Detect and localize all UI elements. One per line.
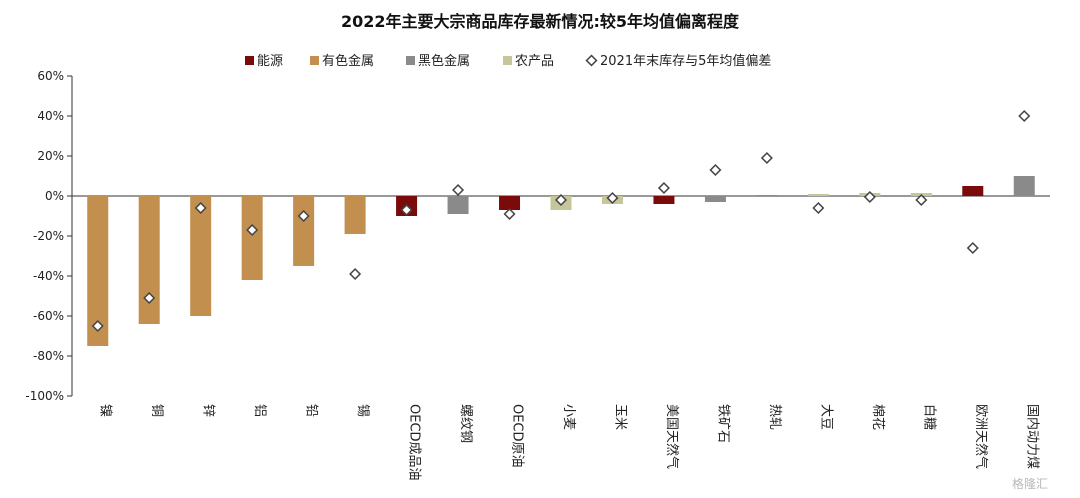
category-label: 美国天然气 bbox=[664, 404, 680, 469]
category-label: 铁矿石 bbox=[715, 404, 730, 443]
category-label: 锌 bbox=[201, 404, 216, 417]
bar bbox=[704, 196, 726, 202]
bar bbox=[499, 196, 521, 210]
bar bbox=[293, 196, 315, 266]
diamond-marker bbox=[1018, 109, 1031, 123]
chart-title: 2022年主要大宗商品库存最新情况:较5年均值偏离程度 bbox=[341, 12, 740, 31]
category-label: 铝 bbox=[252, 404, 267, 417]
diamond-marker bbox=[503, 207, 516, 221]
category-label: 国内动力煤 bbox=[1024, 404, 1040, 469]
category-label: OECD成品油 bbox=[407, 404, 422, 481]
diamond-marker bbox=[143, 291, 156, 305]
category-label: 螺纹钢 bbox=[458, 404, 473, 443]
legend-label: 农产品 bbox=[515, 54, 554, 69]
legend-label: 能源 bbox=[257, 54, 283, 69]
bar bbox=[447, 196, 469, 214]
diamond-marker bbox=[400, 203, 413, 217]
y-tick-label: -100% bbox=[25, 389, 64, 403]
bar-series bbox=[87, 176, 1035, 346]
watermark-text: 格隆汇 bbox=[1012, 476, 1048, 491]
category-label: 铜 bbox=[149, 404, 164, 417]
legend-swatch bbox=[406, 56, 415, 65]
category-labels: 镍 铜 锌 铝 铅 锡 OECD成品油 螺纹钢 OECD原油 小麦 玉米 美国天然气 铁矿石 热轧 大豆 棉花… bbox=[98, 404, 1041, 481]
bar bbox=[344, 196, 366, 234]
legend-swatch bbox=[503, 56, 512, 65]
diamond-series bbox=[91, 109, 1031, 333]
bar bbox=[190, 196, 212, 316]
y-tick-label: 0% bbox=[45, 189, 64, 203]
category-label: 白糖 bbox=[921, 404, 937, 430]
legend-label: 黑色金属 bbox=[418, 53, 470, 69]
legend-swatch bbox=[585, 54, 598, 67]
bar bbox=[241, 196, 263, 280]
diamond-marker bbox=[452, 183, 465, 197]
legend-label: 2021年末库存与5年均值偏差 bbox=[600, 53, 771, 69]
bar bbox=[653, 196, 675, 204]
diamond-marker bbox=[246, 223, 259, 237]
category-label: 锡 bbox=[355, 404, 370, 417]
chart-axes: 60% 40% 20% 0% -20% -40% -60% -80% -100% bbox=[25, 69, 1050, 403]
category-label: 镍 bbox=[98, 404, 113, 417]
diamond-marker bbox=[863, 190, 876, 204]
y-tick-label: 20% bbox=[37, 149, 64, 163]
diamond-marker bbox=[297, 209, 310, 223]
bar bbox=[756, 195, 778, 196]
category-label: OECD原油 bbox=[510, 404, 525, 468]
category-label: 玉米 bbox=[612, 404, 627, 430]
bar bbox=[138, 196, 160, 324]
diamond-marker bbox=[760, 151, 773, 165]
diamond-marker bbox=[657, 181, 670, 195]
bar bbox=[87, 196, 109, 346]
legend-swatch bbox=[245, 56, 254, 65]
legend-label: 有色金属 bbox=[322, 53, 374, 69]
diamond-marker bbox=[966, 241, 979, 255]
diamond-marker bbox=[91, 319, 104, 333]
y-tick-label: 60% bbox=[37, 69, 64, 83]
y-tick-label: -40% bbox=[33, 269, 64, 283]
category-label: 热轧 bbox=[767, 404, 782, 430]
category-label: 小麦 bbox=[561, 404, 576, 430]
bar bbox=[807, 194, 829, 196]
diamond-marker bbox=[606, 191, 619, 205]
diamond-marker bbox=[554, 193, 568, 207]
diamond-marker bbox=[812, 201, 825, 215]
category-label: 欧洲天然气 bbox=[973, 404, 989, 469]
diamond-marker bbox=[194, 201, 207, 215]
diamond-marker bbox=[915, 193, 928, 207]
diamond-marker bbox=[349, 267, 362, 281]
bar bbox=[962, 186, 984, 196]
category-label: 大豆 bbox=[818, 404, 833, 430]
y-tick-label: -20% bbox=[33, 229, 64, 243]
category-label: 铅 bbox=[304, 404, 319, 417]
chart-legend: 能源 有色金属 黑色金属 农产品 2021年末库存与5年均值偏差 bbox=[245, 53, 771, 69]
y-tick-label: 40% bbox=[37, 109, 64, 123]
y-tick-label: -80% bbox=[33, 349, 64, 363]
category-label: 棉花 bbox=[870, 404, 886, 430]
diamond-marker bbox=[709, 163, 722, 177]
bar bbox=[1013, 176, 1035, 196]
y-tick-label: -60% bbox=[33, 309, 64, 323]
legend-swatch bbox=[310, 56, 319, 65]
